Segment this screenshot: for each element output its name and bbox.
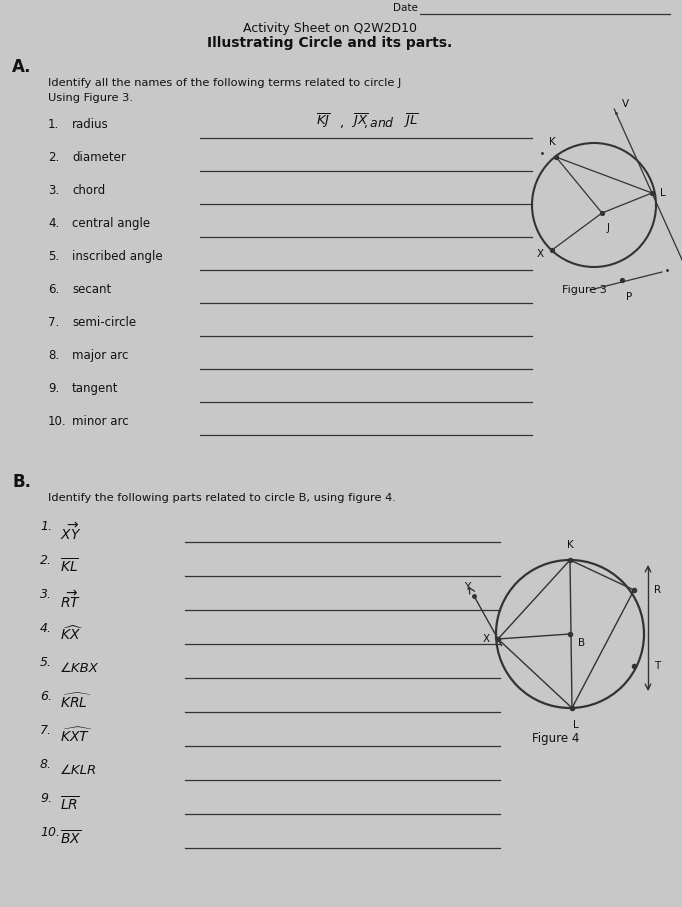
Text: Identify the following parts related to circle B, using figure 4.: Identify the following parts related to … [48, 493, 396, 503]
Text: 1.: 1. [40, 520, 52, 533]
Text: 7.: 7. [40, 724, 52, 737]
Text: $\widehat{KRL}$: $\widehat{KRL}$ [60, 693, 92, 711]
Text: $\overrightarrow{XY}$: $\overrightarrow{XY}$ [60, 522, 81, 543]
Text: 2.: 2. [40, 554, 52, 567]
Text: Figure 4: Figure 4 [533, 732, 580, 745]
Text: major arc: major arc [72, 349, 128, 362]
Text: 4.: 4. [48, 217, 59, 230]
Text: B: B [578, 638, 585, 648]
Text: $\overline{LR}$: $\overline{LR}$ [60, 795, 79, 814]
Text: inscribed angle: inscribed angle [72, 250, 162, 263]
Text: Activity Sheet on Q2W2D10: Activity Sheet on Q2W2D10 [243, 22, 417, 35]
Text: B.: B. [12, 473, 31, 491]
Text: 6.: 6. [48, 283, 59, 296]
Text: 10.: 10. [48, 415, 67, 428]
Text: semi-circle: semi-circle [72, 316, 136, 329]
Text: 8.: 8. [48, 349, 59, 362]
Text: $\overline{KL}$: $\overline{KL}$ [60, 557, 79, 575]
Text: 4.: 4. [40, 622, 52, 635]
Text: $, and$: $, and$ [363, 115, 395, 130]
Text: A.: A. [12, 58, 31, 76]
Text: 5.: 5. [40, 656, 52, 669]
Text: $\overline{JL}$: $\overline{JL}$ [403, 112, 419, 130]
Text: secant: secant [72, 283, 111, 296]
Text: 2.: 2. [48, 151, 59, 164]
Text: 9.: 9. [40, 792, 52, 805]
Text: 6.: 6. [40, 690, 52, 703]
Text: $\overline{BX}$: $\overline{BX}$ [60, 829, 81, 847]
Text: 9.: 9. [48, 382, 59, 395]
Text: X: X [537, 249, 544, 259]
Text: K: K [548, 137, 555, 147]
Text: $\widehat{KX}$: $\widehat{KX}$ [60, 625, 83, 643]
Text: R: R [654, 585, 661, 595]
Text: 7.: 7. [48, 316, 59, 329]
Text: $\overrightarrow{RT}$: $\overrightarrow{RT}$ [60, 590, 81, 611]
Text: $,$: $,$ [338, 117, 344, 130]
Text: V: V [622, 99, 629, 109]
Text: diameter: diameter [72, 151, 126, 164]
Text: tangent: tangent [72, 382, 119, 395]
Text: K: K [567, 540, 574, 550]
Text: Date: Date [393, 3, 418, 13]
Text: radius: radius [72, 118, 108, 131]
Text: X: X [483, 634, 490, 644]
Text: $\widehat{KXT}$: $\widehat{KXT}$ [60, 727, 93, 746]
Text: T: T [654, 661, 660, 671]
Text: minor arc: minor arc [72, 415, 129, 428]
Text: P: P [626, 292, 632, 302]
Text: central angle: central angle [72, 217, 150, 230]
Text: Illustrating Circle and its parts.: Illustrating Circle and its parts. [207, 36, 453, 50]
Text: $\overline{KJ}$: $\overline{KJ}$ [316, 112, 330, 130]
Text: 1.: 1. [48, 118, 59, 131]
Text: Identify all the names of the following terms related to circle J: Identify all the names of the following … [48, 78, 402, 88]
Text: ∠KLR: ∠KLR [60, 764, 98, 776]
Text: 3.: 3. [48, 184, 59, 197]
Text: 10.: 10. [40, 826, 60, 839]
Text: L: L [573, 720, 579, 730]
Text: chord: chord [72, 184, 105, 197]
Text: Y: Y [464, 582, 470, 592]
Text: 8.: 8. [40, 758, 52, 771]
Text: $\overline{JX}$: $\overline{JX}$ [351, 112, 369, 130]
Text: J: J [607, 223, 610, 233]
Text: ∠KBX: ∠KBX [60, 661, 99, 675]
Text: L: L [660, 188, 666, 198]
Text: 5.: 5. [48, 250, 59, 263]
Text: 3.: 3. [40, 588, 52, 601]
Text: Using Figure 3.: Using Figure 3. [48, 93, 133, 103]
Text: Figure 3: Figure 3 [561, 285, 606, 295]
